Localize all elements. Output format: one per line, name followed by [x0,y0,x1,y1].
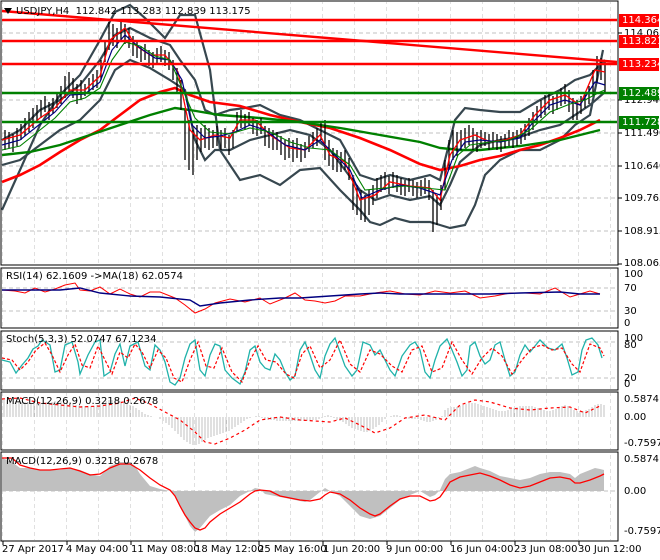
rsi-panel [0,267,619,329]
macd-axis-label: -0.7597 [624,526,660,537]
macd-axis-label: 0.00 [624,486,647,497]
rsi-axis-label: 70 [624,283,637,294]
x-axis-label: 18 May 12:00 [195,544,264,555]
macd-area-title: MACD(12,26,9) 0.3218 0.2678 [6,456,159,467]
x-axis-label: 25 May 16:00 [258,544,327,555]
x-axis-label: 4 May 04:00 [66,544,129,555]
x-axis-label: 30 Jun 12:00 [578,544,642,555]
price-tag-113-234: 113.234 [619,58,660,71]
axis-label: 109.765 [624,193,660,204]
price-tag-112-489: 112.489 [619,87,660,100]
price-tag-114-364: 114.364 [619,14,660,27]
x-axis-label: 1 Jun 20:00 [323,544,381,555]
stoch-axis-label: 100 [624,333,644,344]
rsi-axis-label: 30 [624,306,637,317]
x-axis-label: 9 Jun 00:00 [386,544,444,555]
stoch-panel [0,330,619,391]
macd-area-panel [0,451,619,542]
resistance-trendline [1,9,618,64]
axis-label: 108.915 [624,226,660,237]
macd-axis-label: 0.5874 [624,394,659,405]
price-tag-113-821: 113.821 [619,35,660,48]
x-axis-label: 23 Jun 08:00 [514,544,578,555]
axis-label: 112.940 [624,95,660,106]
rsi-axis-label: 0 [624,318,631,329]
macd-axis-label: 0.5874 [624,454,659,465]
menu-triangle-icon[interactable] [4,8,12,14]
axis-label: 114.065 [624,28,660,39]
macd-axis-label: -0.7597 [624,438,660,449]
stoch-title: Stoch(5,3,3) 52.0747 67.1234 [6,334,157,345]
stoch-axis-label: 20 [624,373,637,384]
macd-axis-label: 0.00 [624,412,647,423]
axis-label: 110.640 [624,161,660,172]
rsi-title: RSI(14) 62.1609 ->MA(18) 62.0574 [6,271,183,282]
stoch-axis-label: 80 [624,340,637,351]
ohlc-values: 112.842 113.283 112.839 113.175 [75,6,251,17]
x-axis-label: 16 Jun 04:00 [450,544,514,555]
macd-histogram-title: MACD(12,26,9) 0.3218 0.2678 [6,396,159,407]
symbol-label: USDJPY,H4 [16,6,70,17]
x-axis-label: 11 May 08:00 [131,544,200,555]
axis-label: 108.065 [624,258,660,269]
macd-histogram-panel [0,391,619,451]
symbol-header: USDJPY,H4 112.842 113.283 112.839 113.17… [4,6,251,17]
axis-label: 111.490 [624,128,660,139]
main-price-panel [0,0,619,266]
rsi-axis-label: 100 [624,269,644,280]
stoch-axis-label: 0 [624,379,631,390]
price-tag-111-728: 111.728 [619,116,660,129]
x-axis-label: 27 Apr 2017 [2,544,64,555]
